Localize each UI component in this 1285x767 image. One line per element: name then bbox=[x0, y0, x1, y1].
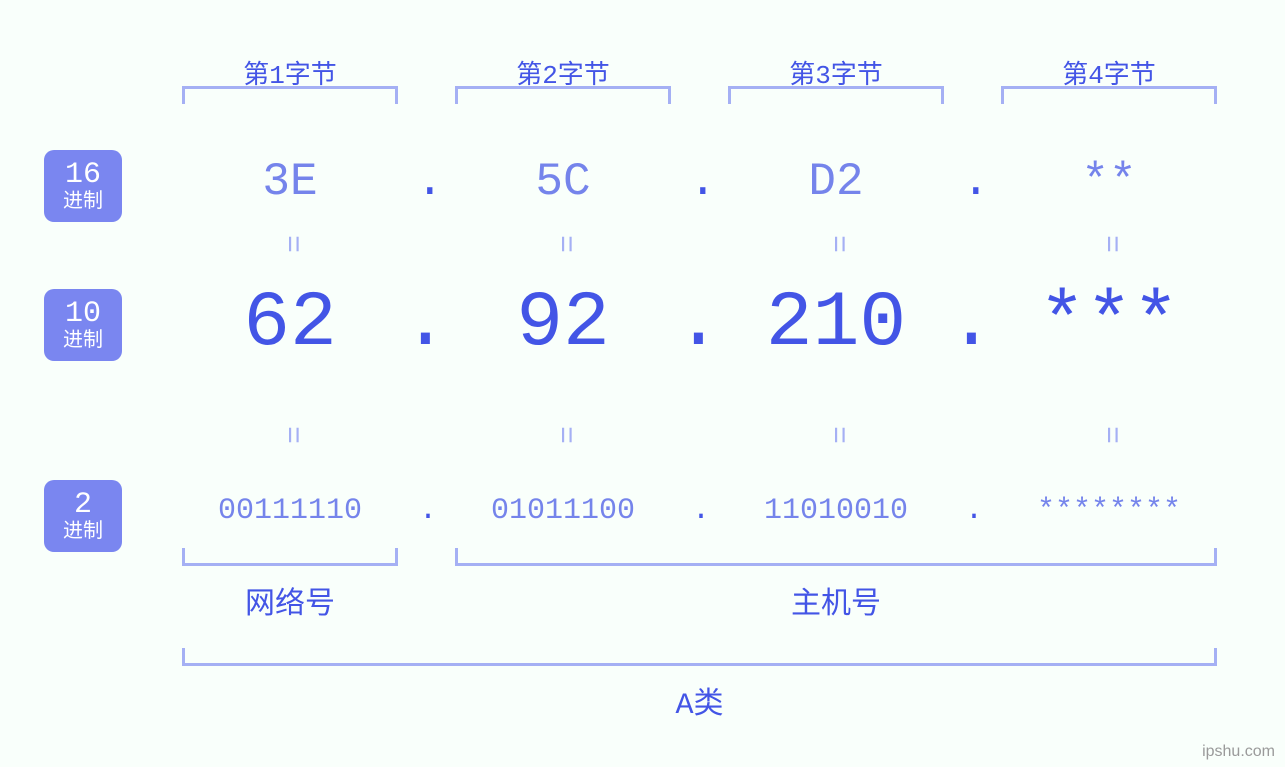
class-bracket bbox=[182, 648, 1217, 666]
bin-dot-2: . bbox=[692, 494, 710, 528]
dec-octet-1: 62 bbox=[175, 280, 405, 368]
host-bracket bbox=[455, 548, 1217, 566]
bin-dot-1: . bbox=[419, 494, 437, 528]
hex-octet-4: ** bbox=[994, 156, 1224, 208]
hex-octet-2: 5C bbox=[448, 156, 678, 208]
dec-dot-2: . bbox=[675, 280, 722, 368]
equals-2-3: = bbox=[820, 426, 854, 444]
equals-2-4: = bbox=[1093, 426, 1127, 444]
equals-2-1: = bbox=[274, 426, 308, 444]
byte-bracket-4 bbox=[1001, 86, 1217, 104]
bin-octet-3: 11010010 bbox=[721, 494, 951, 528]
badge-base10: 10 进制 bbox=[44, 289, 122, 361]
dec-octet-3: 210 bbox=[721, 280, 951, 368]
badge-base16: 16 进制 bbox=[44, 150, 122, 222]
badge-base2-num: 2 bbox=[44, 490, 122, 520]
badge-base2: 2 进制 bbox=[44, 480, 122, 552]
hex-dot-2: . bbox=[689, 156, 717, 208]
bin-octet-4: ******** bbox=[994, 494, 1224, 528]
equals-1-1: = bbox=[274, 235, 308, 253]
dec-dot-3: . bbox=[948, 280, 995, 368]
hex-octet-3: D2 bbox=[721, 156, 951, 208]
hex-dot-3: . bbox=[962, 156, 990, 208]
class-label: A类 bbox=[182, 678, 1217, 723]
dec-dot-1: . bbox=[402, 280, 449, 368]
badge-base10-label: 进制 bbox=[44, 331, 122, 353]
badge-base2-label: 进制 bbox=[44, 522, 122, 544]
network-label: 网络号 bbox=[175, 578, 405, 623]
network-bracket bbox=[182, 548, 398, 566]
equals-1-2: = bbox=[547, 235, 581, 253]
equals-1-3: = bbox=[820, 235, 854, 253]
byte-bracket-1 bbox=[182, 86, 398, 104]
badge-base10-num: 10 bbox=[44, 299, 122, 329]
byte-bracket-2 bbox=[455, 86, 671, 104]
byte-bracket-3 bbox=[728, 86, 944, 104]
bin-dot-3: . bbox=[965, 494, 983, 528]
bin-octet-1: 00111110 bbox=[175, 494, 405, 528]
badge-base16-label: 进制 bbox=[44, 192, 122, 214]
dec-octet-2: 92 bbox=[448, 280, 678, 368]
host-label: 主机号 bbox=[455, 578, 1217, 623]
hex-dot-1: . bbox=[416, 156, 444, 208]
dec-octet-4: *** bbox=[994, 280, 1224, 368]
badge-base16-num: 16 bbox=[44, 160, 122, 190]
bin-octet-2: 01011100 bbox=[448, 494, 678, 528]
watermark: ipshu.com bbox=[1202, 743, 1275, 761]
equals-2-2: = bbox=[547, 426, 581, 444]
equals-1-4: = bbox=[1093, 235, 1127, 253]
hex-octet-1: 3E bbox=[175, 156, 405, 208]
